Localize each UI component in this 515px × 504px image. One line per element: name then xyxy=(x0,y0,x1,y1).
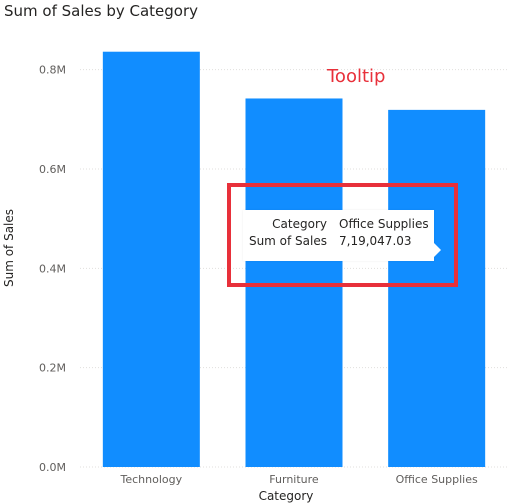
y-tick-label: 0.4M xyxy=(39,262,66,275)
y-tick-label: 0.8M xyxy=(39,64,66,77)
chart-title: Sum of Sales by Category xyxy=(4,2,199,20)
bar-furniture[interactable] xyxy=(245,98,343,467)
y-axis-label: Sum of Sales xyxy=(2,209,16,287)
y-axis-ticks: 0.0M 0.2M 0.4M 0.6M 0.8M xyxy=(39,64,66,474)
x-axis-label: Category xyxy=(259,489,314,503)
bar-technology[interactable] xyxy=(102,51,200,467)
tooltip-highlight-box xyxy=(227,183,458,287)
tooltip-row-category: Category Office Supplies xyxy=(243,217,434,233)
tooltip-annotation-label: Tooltip xyxy=(327,66,386,87)
tooltip-value: 7,19,047.03 xyxy=(339,234,412,248)
chart-tooltip: Category Office Supplies Sum of Sales 7,… xyxy=(243,210,434,261)
x-tick-label: Office Supplies xyxy=(396,473,478,486)
tooltip-key: Category xyxy=(272,217,327,231)
y-tick-label: 0.2M xyxy=(39,362,66,375)
y-tick-label: 0.0M xyxy=(39,461,66,474)
tooltip-row-sales: Sum of Sales 7,19,047.03 xyxy=(243,234,434,250)
tooltip-value: Office Supplies xyxy=(339,217,429,231)
tooltip-pointer xyxy=(434,243,441,257)
x-axis-ticks: Technology Furniture Office Supplies xyxy=(120,473,478,486)
y-tick-label: 0.6M xyxy=(39,163,66,176)
x-tick-label: Technology xyxy=(120,473,183,486)
bars xyxy=(102,51,486,468)
tooltip-key: Sum of Sales xyxy=(248,234,327,248)
bar-office-supplies[interactable] xyxy=(388,109,486,468)
x-tick-label: Furniture xyxy=(269,473,319,486)
